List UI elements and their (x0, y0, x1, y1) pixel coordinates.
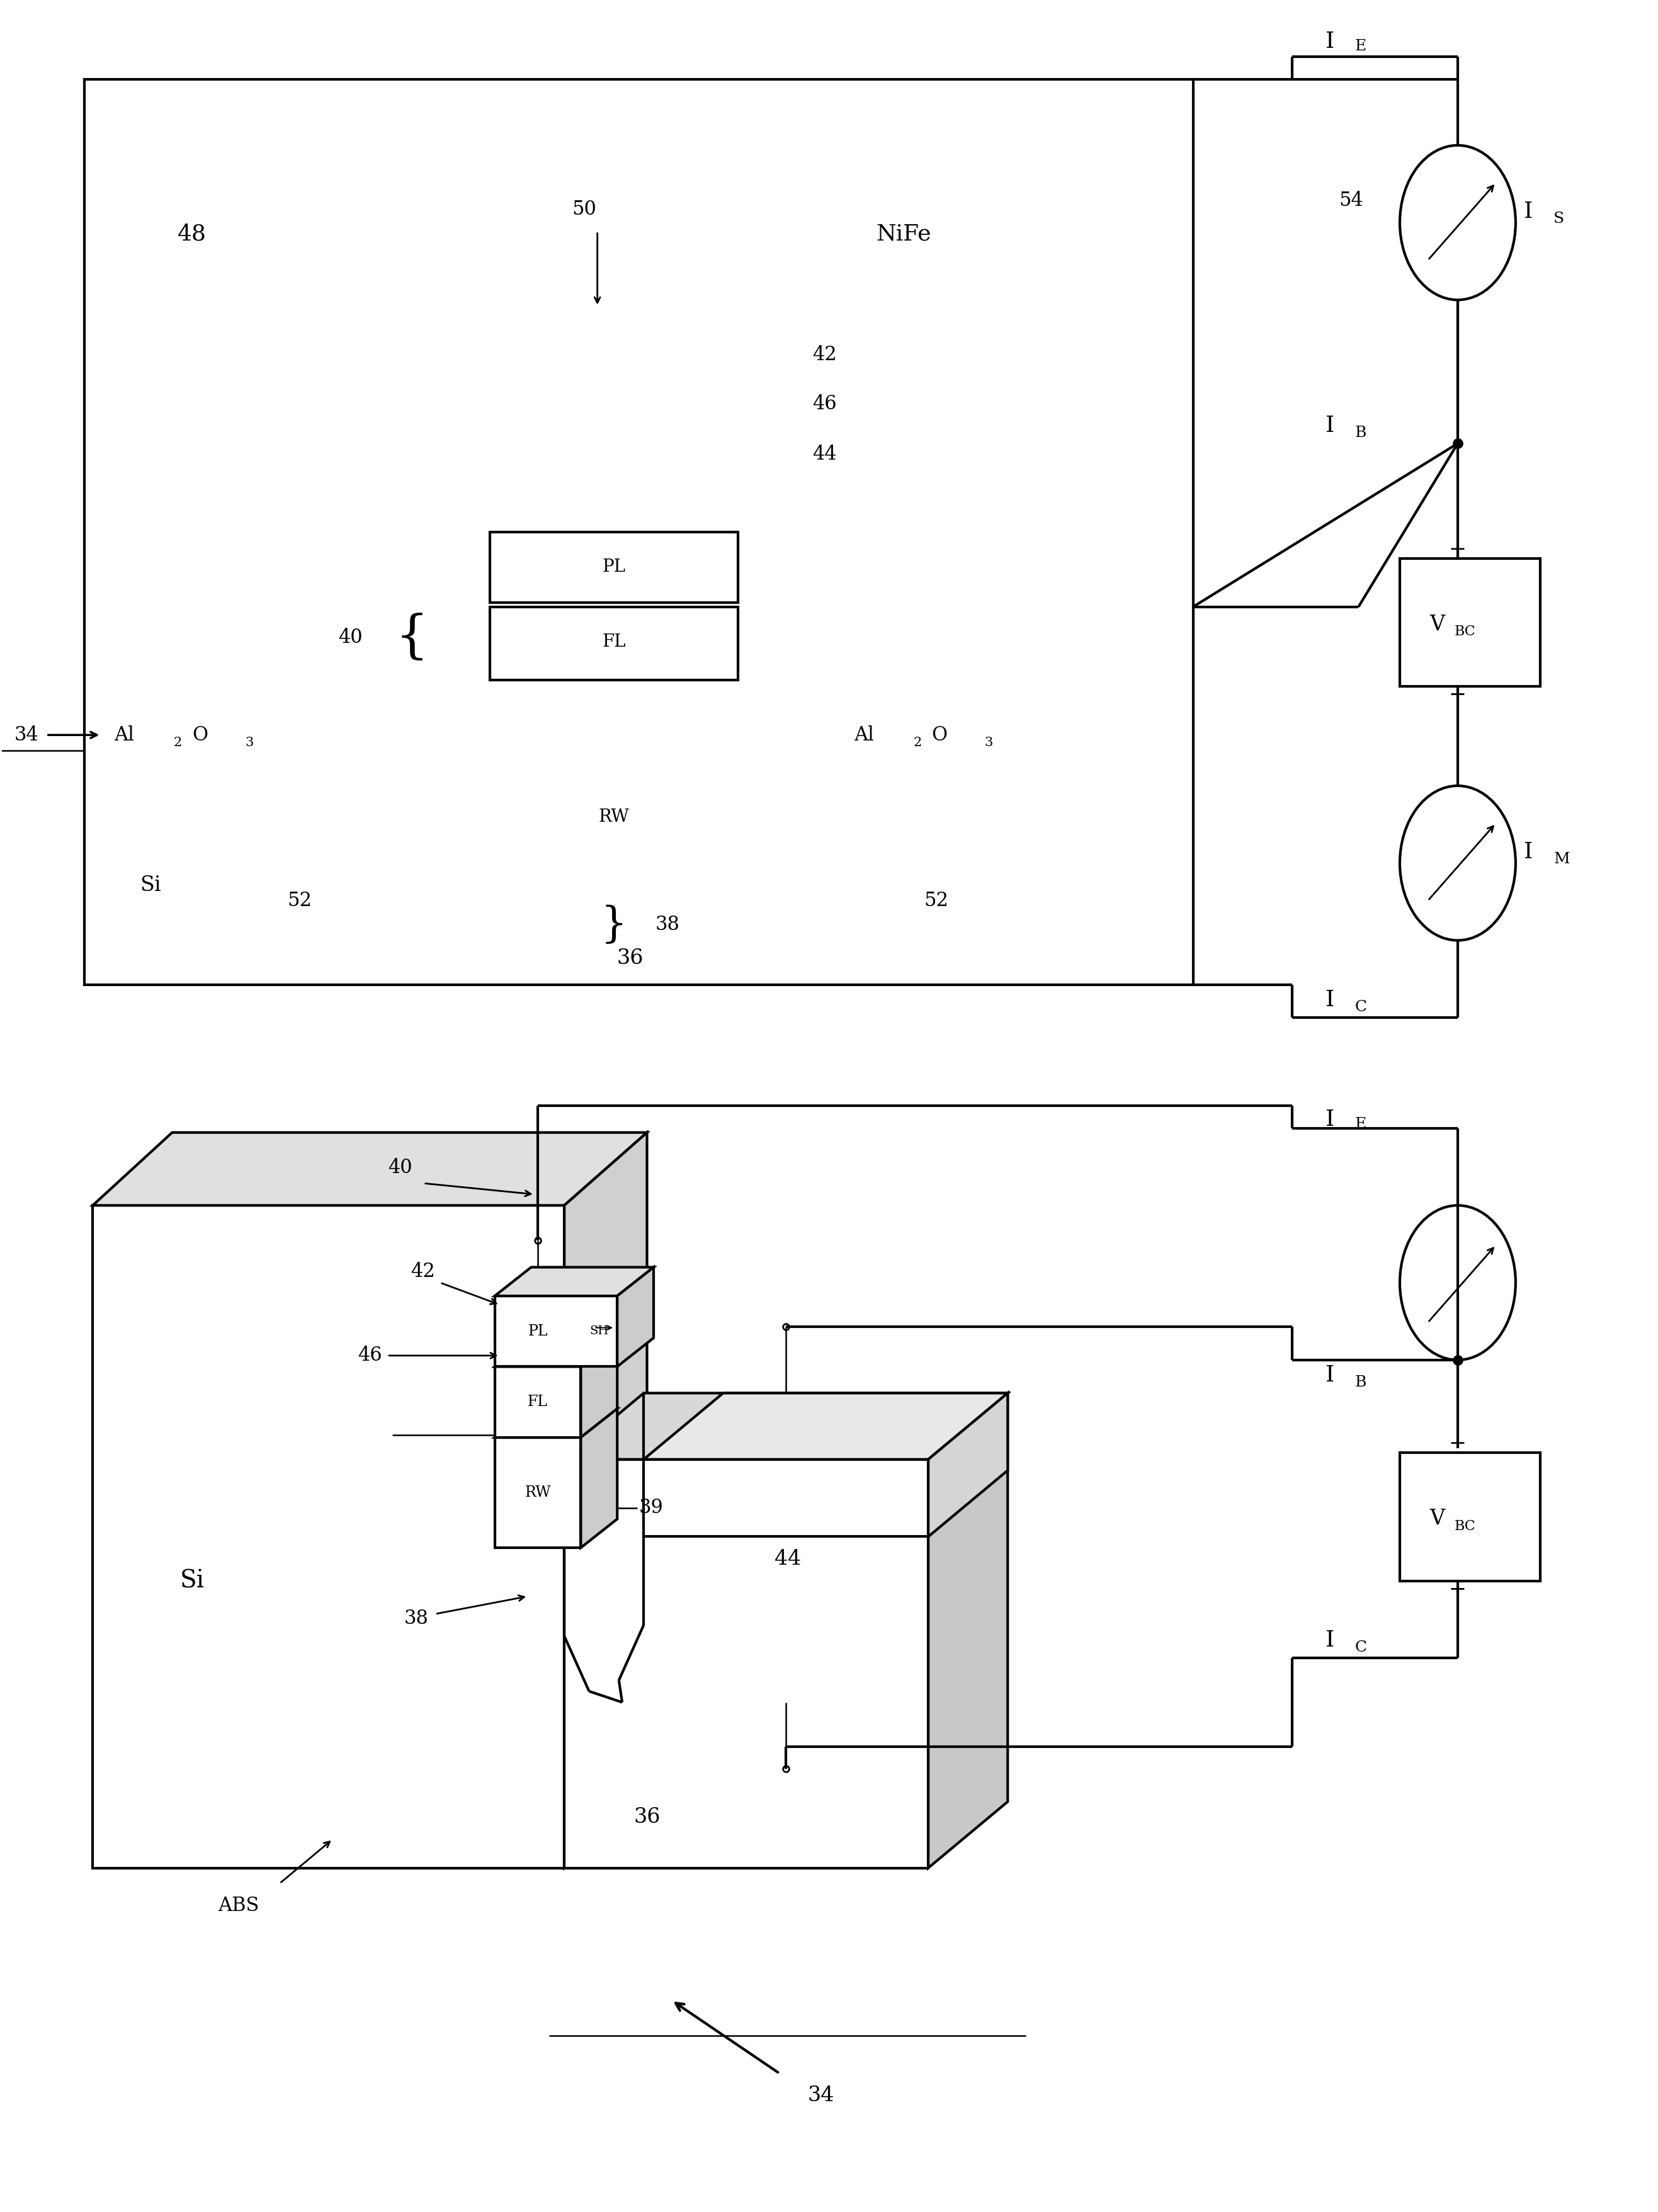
Bar (489, 606, 738, 679)
Text: I: I (1524, 841, 1534, 863)
Text: I: I (1325, 1365, 1335, 1387)
Text: 44: 44 (774, 1548, 801, 1568)
Bar (1399, 1453, 1540, 1582)
Text: PL: PL (527, 1325, 547, 1338)
Text: SH: SH (590, 1325, 608, 1336)
Text: 38: 38 (655, 916, 680, 936)
Polygon shape (643, 1460, 928, 1537)
Text: 48: 48 (177, 223, 207, 243)
Polygon shape (617, 1267, 653, 1367)
Text: Si: Si (179, 1568, 204, 1593)
Text: PL: PL (602, 560, 625, 575)
Text: +: + (1449, 686, 1466, 706)
Polygon shape (494, 1296, 617, 1367)
Text: I: I (1325, 989, 1335, 1011)
Text: 40: 40 (338, 628, 363, 648)
Text: I: I (1325, 31, 1335, 53)
Text: ABS: ABS (217, 1896, 259, 1916)
Text: 36: 36 (633, 1807, 660, 1827)
Text: V: V (1429, 615, 1444, 635)
Text: M: M (1554, 852, 1570, 867)
Text: +: + (1449, 1579, 1466, 1599)
Text: 2: 2 (914, 737, 922, 748)
Polygon shape (93, 1206, 564, 1867)
Text: 3: 3 (985, 737, 993, 748)
Polygon shape (643, 1394, 1008, 1460)
Text: FL: FL (527, 1396, 547, 1409)
Text: Si: Si (139, 876, 161, 896)
Text: 42: 42 (812, 345, 837, 365)
Text: BC: BC (1454, 1520, 1476, 1533)
Text: B: B (1355, 425, 1366, 440)
Polygon shape (494, 1367, 580, 1438)
Polygon shape (494, 1338, 617, 1367)
Polygon shape (93, 1133, 647, 1206)
Polygon shape (928, 1394, 1008, 1867)
Text: I: I (1325, 416, 1335, 436)
Polygon shape (564, 1460, 928, 1867)
Text: 40: 40 (388, 1159, 413, 1177)
Text: 3: 3 (245, 737, 254, 748)
Text: 46: 46 (358, 1345, 383, 1365)
Text: I: I (1325, 1630, 1335, 1650)
Polygon shape (494, 1267, 653, 1296)
Text: E: E (1355, 1117, 1366, 1130)
Text: 52: 52 (924, 891, 948, 911)
Text: C: C (1355, 1639, 1368, 1655)
Text: I: I (1524, 201, 1534, 221)
Bar (489, 531, 738, 602)
Text: NiFe: NiFe (875, 223, 932, 243)
Text: V: V (1429, 1509, 1444, 1528)
Text: S: S (1554, 212, 1565, 226)
Text: C: C (1355, 1000, 1368, 1013)
Text: 52: 52 (287, 891, 312, 911)
Polygon shape (494, 1409, 617, 1438)
Text: Al: Al (114, 726, 134, 745)
Polygon shape (580, 1338, 617, 1438)
Text: 42: 42 (411, 1261, 436, 1281)
Text: I: I (1325, 1108, 1335, 1130)
Text: 36: 36 (617, 949, 643, 969)
Text: FL: FL (602, 633, 625, 650)
Text: 39: 39 (638, 1498, 663, 1517)
Text: 46: 46 (812, 394, 837, 414)
Text: 38: 38 (405, 1608, 429, 1628)
Text: BC: BC (1454, 624, 1476, 639)
Bar (1399, 557, 1540, 686)
Polygon shape (580, 1409, 617, 1548)
Text: RW: RW (599, 807, 630, 825)
Text: B: B (1355, 1376, 1366, 1389)
Text: −: − (1449, 540, 1467, 560)
Text: −: − (1449, 1433, 1467, 1453)
Polygon shape (564, 1133, 647, 1867)
Text: O: O (192, 726, 207, 745)
Polygon shape (494, 1438, 580, 1548)
Text: RW: RW (524, 1484, 550, 1500)
Text: 34: 34 (807, 2086, 834, 2106)
Bar (85, 80, 1194, 984)
Text: 44: 44 (812, 445, 837, 465)
Text: 50: 50 (572, 199, 597, 219)
Text: 2: 2 (174, 737, 182, 748)
Text: }: } (600, 905, 627, 945)
Text: {: { (395, 613, 429, 664)
Text: Al: Al (854, 726, 874, 745)
Polygon shape (564, 1394, 1008, 1460)
Text: 54: 54 (1340, 190, 1363, 210)
Text: E: E (1355, 40, 1366, 53)
Text: 34: 34 (15, 726, 38, 745)
Polygon shape (928, 1394, 1008, 1537)
Text: O: O (932, 726, 947, 745)
